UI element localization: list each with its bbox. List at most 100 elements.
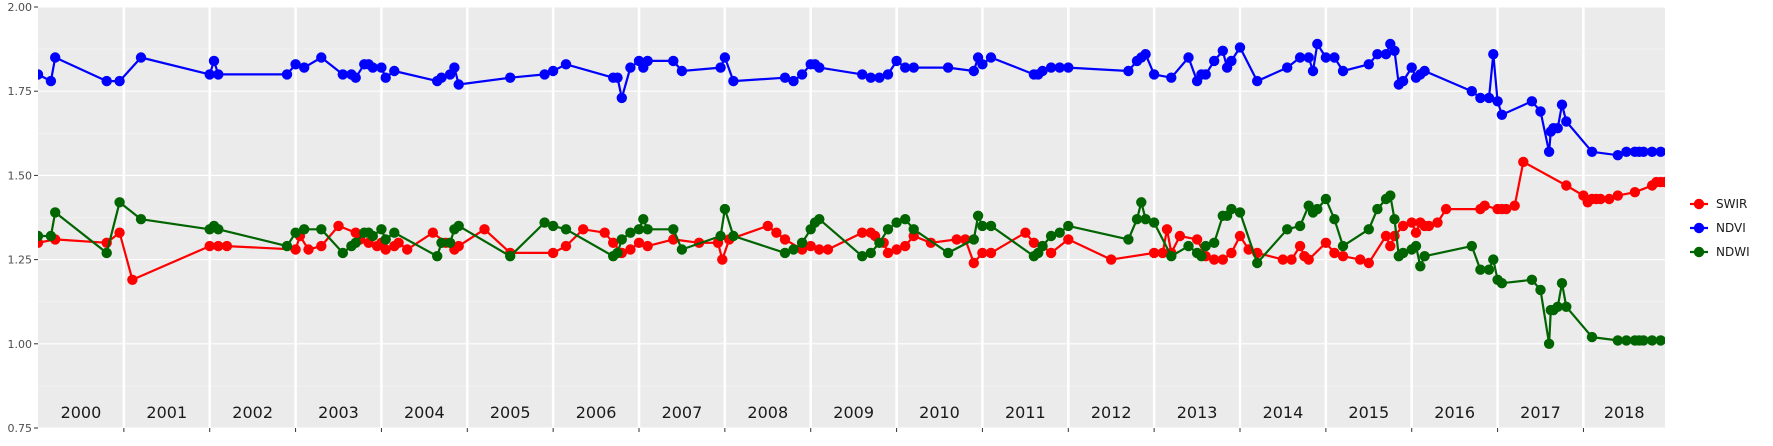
data-point-ndvi xyxy=(1466,86,1478,97)
data-point-swir xyxy=(1045,247,1057,259)
y-tick-label: 1.25 xyxy=(8,254,33,267)
data-point-swir xyxy=(1294,240,1306,252)
data-point-ndwi xyxy=(1385,190,1396,201)
data-point-ndwi xyxy=(539,217,550,228)
data-point-ndwi xyxy=(874,237,885,248)
data-point-swir xyxy=(1174,230,1186,242)
data-point-ndvi xyxy=(1397,75,1409,87)
data-point-swir xyxy=(1355,254,1366,265)
data-point-ndwi xyxy=(633,224,645,235)
data-point-ndwi xyxy=(560,224,572,235)
data-point-ndwi xyxy=(444,237,456,248)
data-point-swir xyxy=(1329,247,1340,259)
data-point-ndvi xyxy=(380,72,391,83)
data-point-ndwi xyxy=(389,227,400,238)
data-point-swir xyxy=(213,240,224,252)
data-point-ndwi xyxy=(1372,203,1383,215)
year-label: 2008 xyxy=(747,403,788,422)
data-point-ndwi xyxy=(1054,227,1065,238)
data-point-swir xyxy=(453,240,464,252)
data-point-ndwi xyxy=(1063,220,1074,232)
data-point-swir xyxy=(1191,234,1203,245)
data-point-ndvi xyxy=(1252,75,1263,87)
data-point-ndwi xyxy=(638,214,649,225)
year-label: 2006 xyxy=(576,403,617,422)
data-point-ndvi xyxy=(376,62,387,73)
series-layer xyxy=(38,38,1665,349)
data-point-ndwi xyxy=(882,224,894,235)
data-point-ndvi xyxy=(281,69,293,80)
data-point-swir xyxy=(1389,230,1400,242)
data-point-swir xyxy=(1604,193,1615,205)
year-label: 2017 xyxy=(1520,403,1561,422)
data-point-ndvi xyxy=(38,69,44,80)
data-point-ndwi xyxy=(857,251,868,262)
data-point-ndvi xyxy=(316,52,327,63)
data-point-ndwi xyxy=(865,247,876,259)
data-point-ndwi xyxy=(281,240,293,252)
data-point-ndvi xyxy=(1488,49,1499,60)
data-point-ndvi xyxy=(1217,45,1229,56)
data-point-ndvi xyxy=(1312,38,1323,50)
data-point-ndwi xyxy=(1419,251,1430,262)
data-point-ndwi xyxy=(779,247,791,259)
data-point-ndwi xyxy=(1397,247,1409,259)
data-point-ndvi xyxy=(1380,49,1392,60)
data-point-ndwi xyxy=(1389,214,1400,225)
data-point-swir xyxy=(1432,217,1443,228)
data-point-swir xyxy=(968,257,979,269)
year-label: 2001 xyxy=(146,403,187,422)
data-point-ndwi xyxy=(1294,220,1306,232)
data-point-ndvi xyxy=(350,72,361,83)
data-point-ndwi xyxy=(1123,234,1134,245)
data-point-ndwi xyxy=(972,210,984,221)
data-point-ndvi xyxy=(453,79,464,90)
data-point-ndvi xyxy=(367,62,378,73)
data-point-swir xyxy=(1629,187,1641,198)
data-point-ndvi xyxy=(642,55,653,67)
data-point-ndwi xyxy=(814,214,825,225)
data-point-swir xyxy=(1217,254,1229,265)
data-point-ndvi xyxy=(1183,52,1194,63)
data-point-ndvi xyxy=(728,75,739,87)
data-point-ndvi xyxy=(1552,123,1563,134)
data-point-ndvi xyxy=(942,62,954,73)
data-point-ndvi xyxy=(1561,116,1572,127)
data-point-swir xyxy=(779,234,791,245)
data-point-swir xyxy=(633,237,645,248)
data-point-ndvi xyxy=(900,62,911,73)
data-point-ndvi xyxy=(1209,55,1220,67)
data-point-ndwi xyxy=(616,234,627,245)
data-point-ndwi xyxy=(1131,214,1143,225)
data-point-ndvi xyxy=(865,72,876,83)
data-point-ndvi xyxy=(1303,52,1314,63)
data-point-ndvi xyxy=(389,65,400,77)
data-point-ndvi xyxy=(1294,52,1306,63)
year-label: 2009 xyxy=(833,403,874,422)
data-point-ndvi xyxy=(1586,146,1598,157)
data-point-ndwi xyxy=(1475,264,1486,275)
data-point-swir xyxy=(1286,254,1297,265)
data-point-ndwi xyxy=(900,214,911,225)
data-point-ndvi xyxy=(208,55,220,67)
data-point-ndwi xyxy=(45,230,57,242)
data-point-ndvi xyxy=(1329,52,1340,63)
data-point-ndwi xyxy=(908,224,919,235)
data-point-ndvi xyxy=(449,62,460,73)
data-point-ndwi xyxy=(337,247,348,259)
data-point-swir xyxy=(479,224,490,235)
year-label: 2005 xyxy=(490,403,531,422)
data-point-ndwi xyxy=(50,207,61,218)
data-point-swir xyxy=(1406,217,1417,228)
data-point-ndvi xyxy=(1045,62,1057,73)
data-point-swir xyxy=(560,240,572,252)
data-point-ndwi xyxy=(1363,224,1375,235)
data-point-swir xyxy=(547,247,559,259)
data-point-ndvi xyxy=(1389,45,1400,56)
data-point-ndwi xyxy=(135,214,147,225)
data-point-swir xyxy=(1518,156,1529,168)
data-point-ndvi xyxy=(560,59,572,70)
data-point-ndvi xyxy=(1483,92,1495,104)
data-point-swir xyxy=(1063,234,1074,245)
